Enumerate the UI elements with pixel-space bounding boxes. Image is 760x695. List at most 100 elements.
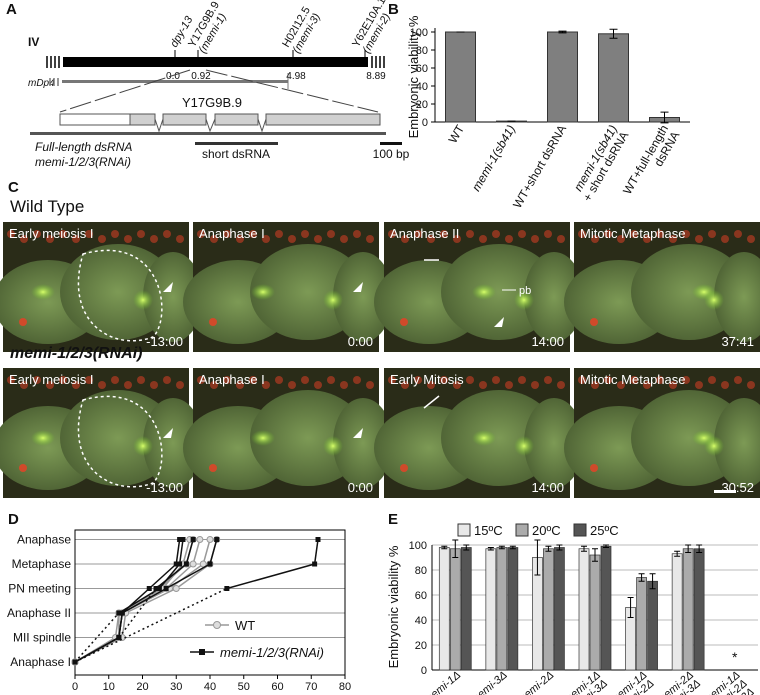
x-tick-label: 0 [72,681,78,693]
category-label: WT+short dsRNA [510,123,569,211]
cell [143,398,203,488]
red-dot [682,230,690,238]
legend-swatch [457,523,471,537]
arrowhead [494,317,504,327]
red-dot [197,376,205,384]
rnai-label: memi-1/2/3(RNAi) [35,155,131,169]
red-dot [544,376,552,384]
red-dot [19,318,27,326]
red-dot [210,381,218,389]
trajectory-segment [118,587,160,614]
category-label: memi-2Δ [515,669,556,695]
error-bar [441,545,448,550]
map-position: 4.98 [286,71,306,82]
red-dot [197,230,205,238]
stage: Mitotic Metaphase [580,226,686,241]
error-bar [592,548,598,562]
red-dot [747,381,755,389]
annotation: * [732,649,738,665]
red-dot [557,381,565,389]
red-dot [630,230,638,238]
red-dot [20,381,28,389]
red-dot [466,376,474,384]
micrograph: Mitotic Metaphase 37:41 [564,222,760,352]
red-dot [669,235,677,243]
panel-label: D [8,511,19,528]
y-tick-label: 100 [410,27,428,39]
error-bar [487,547,494,551]
chromatin [323,436,343,456]
trajectory-segment [169,563,204,590]
label-line: memi-1Δ [422,669,463,695]
time: 30:52 [721,480,754,495]
chromatin [133,436,153,456]
category-label: memi-3Δ [468,669,509,695]
stage: Anaphase II [390,226,459,241]
red-dot [400,318,408,326]
red-dot [643,235,651,243]
red-dot [656,376,664,384]
map-position: 8.89 [366,71,386,82]
chromatin [251,284,275,300]
error-bar [556,544,563,551]
chromatin [514,436,534,456]
chromatin [323,290,343,310]
outline [77,395,163,488]
trajectory-segment [313,539,319,565]
red-dot [557,235,565,243]
cell [333,252,393,342]
chromatin [704,290,724,310]
red-dot [708,376,716,384]
legend-label: 15ºC [474,523,503,538]
stage: Early meiosis I [9,372,94,387]
x-tick-label: 30 [170,681,182,693]
red-dot [440,230,448,238]
trajectory-segment [202,539,211,565]
error-bar [609,28,618,39]
red-dot [747,235,755,243]
red-dot [427,235,435,243]
red-dot [209,318,217,326]
red-dot [366,235,374,243]
point [116,610,122,616]
trajectory-segment [192,539,201,565]
error-bar [498,545,505,550]
label-line: memi-3Δ [468,669,509,695]
legend-label: memi-1/2/3(RNAi) [220,645,324,660]
arrowhead [163,428,173,438]
hatch [49,78,59,86]
red-dot [340,235,348,243]
row-title: memi-1/2/3(RNAi) [10,345,142,362]
y-tick-label: 80 [415,565,427,577]
trajectory-segment [178,539,184,565]
red-dot [414,230,422,238]
trajectory-segment [165,563,194,590]
trajectory-segment [74,636,120,663]
red-dot [314,235,322,243]
y-tick-label: 40 [416,81,428,93]
red-dot [531,381,539,389]
y-axis-label: Embryonic viability % [406,15,421,138]
trajectory-segment [114,612,120,638]
row-title: Wild Type [10,197,84,216]
bar [496,547,508,671]
red-dot [734,230,742,238]
time: 37:41 [721,334,754,349]
error-bar [638,573,645,582]
legend-marker [213,621,221,629]
bar [438,547,450,671]
red-dot [137,376,145,384]
red-dot [223,376,231,384]
bar [449,548,461,671]
red-dot [209,464,217,472]
bar [460,547,472,671]
trajectory-segment [121,587,150,614]
full-length-bar [30,132,386,135]
red-dot [301,376,309,384]
trajectory-segment [175,539,181,565]
scale-bar [380,142,402,145]
bar [485,548,497,671]
error-bar [452,539,459,558]
